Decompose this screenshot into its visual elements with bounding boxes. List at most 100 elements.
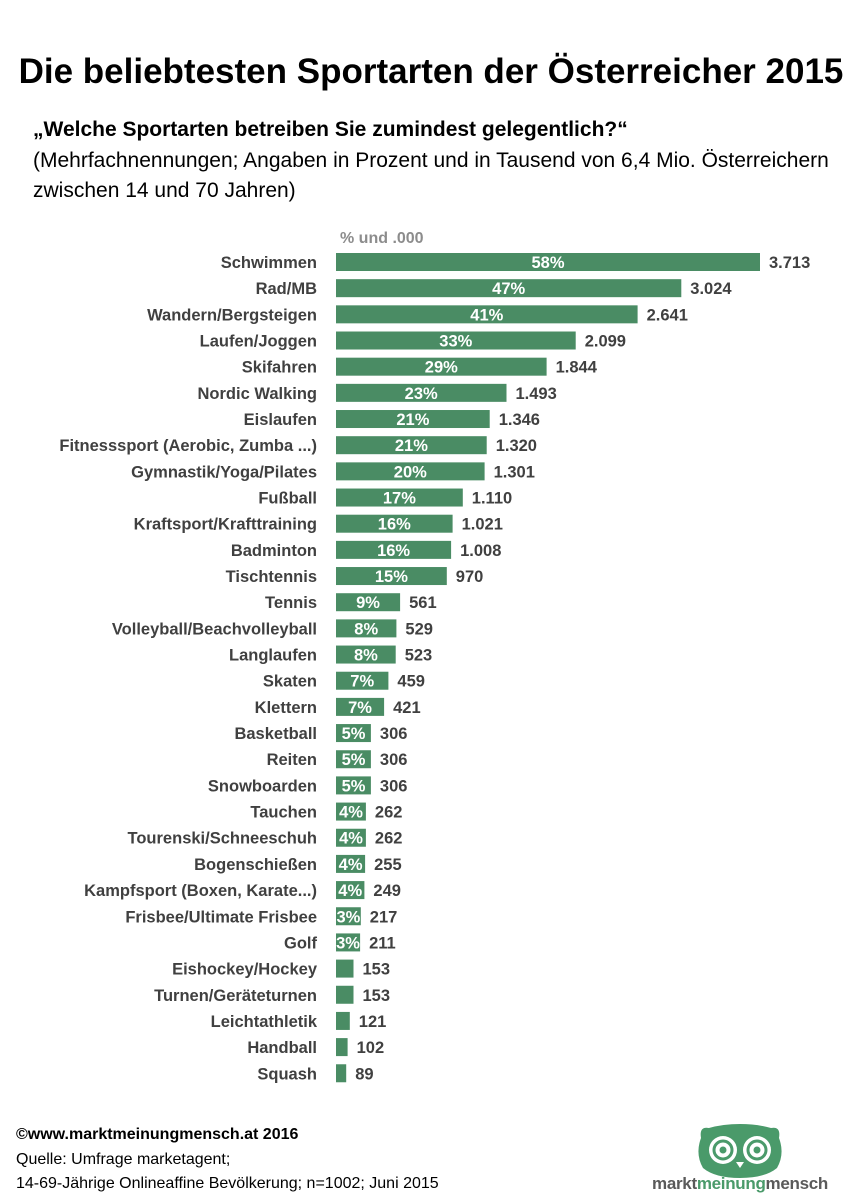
category-label: Wandern/Bergsteigen (147, 306, 317, 324)
category-label: Gymnastik/Yoga/Pilates (131, 463, 317, 481)
percent-label: 4% (339, 856, 363, 874)
category-label: Volleyball/Beachvolleyball (112, 620, 317, 638)
logo-word-3: mensch (765, 1174, 829, 1193)
percent-label: 3% (336, 934, 360, 952)
value-label: 2.099 (585, 333, 626, 351)
bar (336, 1038, 348, 1057)
value-label: 1.320 (496, 437, 537, 455)
percent-label: 58% (531, 254, 564, 272)
value-label: 2.641 (647, 306, 688, 324)
category-label: Handball (247, 1039, 317, 1057)
bar (336, 540, 452, 559)
value-label: 529 (405, 620, 433, 638)
category-label: Reiten (267, 751, 317, 769)
value-label: 255 (374, 856, 402, 874)
bar (336, 383, 507, 402)
category-label: Tauchen (250, 804, 317, 822)
bar (336, 619, 397, 638)
value-label: 89 (355, 1065, 373, 1083)
value-label: 153 (363, 987, 391, 1005)
percent-label: 41% (470, 306, 503, 324)
percent-label: 5% (342, 725, 366, 743)
category-label: Squash (257, 1065, 317, 1083)
category-label: Golf (284, 934, 317, 952)
category-label: Laufen/Joggen (200, 333, 317, 351)
category-label: Tourenski/Schneeschuh (128, 830, 318, 848)
value-label: 1.021 (462, 516, 503, 534)
percent-label: 3% (336, 908, 360, 926)
bar (336, 357, 547, 376)
percent-label: 8% (354, 620, 378, 638)
value-label: 421 (393, 699, 421, 717)
category-label: Langlaufen (229, 647, 317, 665)
source-line-2: 14-69-Jährige Onlineaffine Bevölkerung; … (16, 1175, 439, 1192)
bar (336, 305, 638, 324)
value-label: 306 (380, 725, 408, 743)
bar (336, 462, 485, 481)
category-label: Bogenschießen (194, 856, 317, 874)
category-label: Tischtennis (226, 568, 317, 586)
value-label: 102 (357, 1039, 385, 1057)
bar (336, 514, 453, 533)
category-label: Eislaufen (244, 411, 317, 429)
chart-subtitle: (Mehrfachnennungen; Angaben in Prozent u… (33, 149, 829, 202)
percent-label: 33% (439, 333, 472, 351)
percent-label: 5% (342, 777, 366, 795)
bar (336, 410, 490, 429)
category-label: Eishockey/Hockey (172, 961, 318, 979)
chart-title: Die beliebtesten Sportarten der Österrei… (18, 52, 844, 91)
percent-label: 20% (394, 463, 427, 481)
value-label: 3.024 (690, 280, 732, 298)
category-label: Skaten (263, 673, 317, 691)
value-label: 523 (405, 647, 433, 665)
bar (336, 671, 389, 690)
category-label: Badminton (231, 542, 317, 560)
percent-label: 23% (405, 385, 438, 403)
value-label: 1.493 (516, 385, 557, 403)
value-label: 3.713 (769, 254, 810, 272)
bar-chart: Schwimmen 58% 3.713 Rad/MB 47% 3.024 Wandern/B… (59, 253, 810, 1083)
logo-wordmark: marktmeinungmensch (630, 1174, 850, 1194)
percent-label: 4% (338, 882, 362, 900)
logo-word-2: meinung (696, 1174, 766, 1193)
bar (336, 985, 354, 1004)
percent-label: 21% (396, 411, 429, 429)
copyright-text: ©www.marktmeinungmensch.at 2016 (16, 1126, 299, 1143)
value-label: 249 (373, 882, 401, 900)
value-label: 262 (375, 804, 403, 822)
bar (336, 854, 366, 873)
percent-label: 16% (377, 542, 410, 560)
value-label: 1.301 (494, 463, 535, 481)
category-label: Leichtathletik (211, 1013, 318, 1031)
value-label: 1.110 (472, 490, 512, 508)
bar (336, 828, 366, 847)
bar (336, 933, 361, 952)
value-label: 1.346 (499, 411, 540, 429)
bar (336, 802, 366, 821)
percent-label: 17% (383, 490, 416, 508)
bar (336, 1011, 350, 1030)
category-label: Fußball (258, 490, 317, 508)
bar (336, 488, 463, 507)
percent-label: 5% (342, 751, 366, 769)
percent-label: 4% (339, 804, 363, 822)
category-label: Turnen/Geräteturnen (154, 987, 317, 1005)
category-label: Klettern (255, 699, 317, 717)
bar (336, 750, 371, 769)
percent-label: 29% (425, 359, 458, 377)
brand-logo: marktmeinungmensch (630, 1122, 850, 1202)
percent-label: 21% (395, 437, 428, 455)
value-label: 217 (370, 908, 398, 926)
bar (336, 1064, 347, 1083)
bar (336, 279, 682, 298)
value-label: 1.008 (460, 542, 501, 560)
value-label: 970 (456, 568, 484, 586)
logo-word-1: markt (652, 1174, 697, 1193)
bar (336, 697, 385, 716)
survey-question: „Welche Sportarten betreiben Sie zuminde… (33, 118, 628, 141)
value-label: 459 (397, 673, 425, 691)
bar (336, 881, 365, 900)
percent-label: 16% (378, 516, 411, 534)
category-label: Schwimmen (221, 254, 317, 272)
percent-label: 15% (375, 568, 408, 586)
